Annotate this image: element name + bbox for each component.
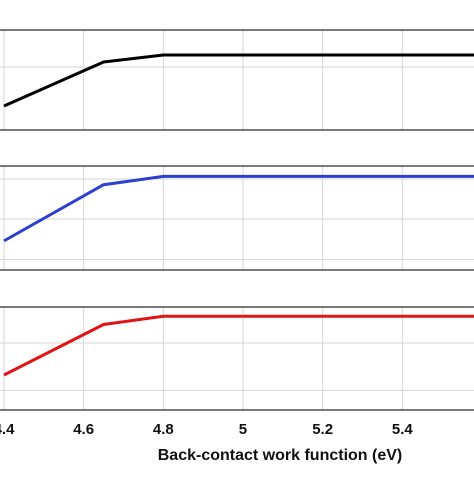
x-tick-label: 4.4	[0, 421, 15, 438]
x-axis-label: Back-contact work function (eV)	[158, 447, 402, 464]
x-tick-label: 5	[239, 421, 247, 438]
data-line	[3, 53, 474, 108]
x-tick-label: 5.4	[392, 421, 414, 438]
plot-frame	[0, 29, 474, 131]
data-line	[3, 174, 474, 243]
x-tick-label: 5.2	[312, 421, 333, 438]
plot-frame	[0, 306, 474, 411]
plot-frame	[0, 165, 474, 271]
data-line	[3, 314, 474, 377]
x-tick-label: 4.8	[153, 421, 174, 438]
x-tick-label: 4.6	[73, 421, 94, 438]
